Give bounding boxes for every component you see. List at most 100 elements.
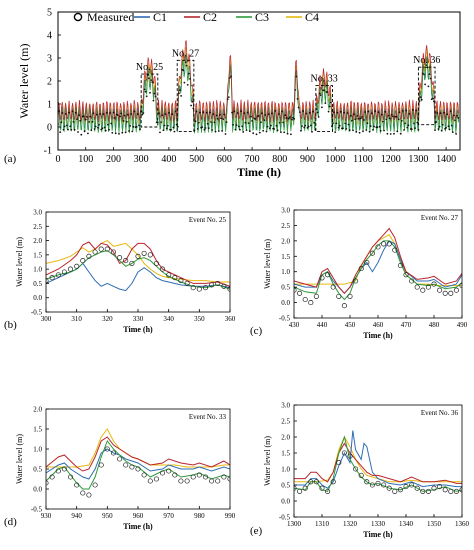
measured-point [312, 110, 314, 113]
legend-label: C1 [153, 10, 167, 24]
measured-point [257, 114, 260, 117]
measured-point [419, 96, 422, 98]
measured-point [122, 120, 125, 122]
measured-point [308, 111, 311, 114]
measured-point [352, 129, 354, 132]
measured-point [373, 125, 375, 128]
measured-point [227, 476, 230, 482]
x-tick-label: 440 [317, 321, 328, 329]
measured-point [146, 74, 149, 76]
measured-point [416, 121, 419, 124]
measured-point [178, 478, 184, 484]
measured-point [342, 127, 344, 130]
measured-point [446, 113, 449, 116]
measured-point [420, 488, 426, 494]
series-line-C3 [58, 53, 459, 134]
panel-e: 1300 1310 1320 1330 1340 1350 1360 -0.5 0.0 0.5 1.… [250, 402, 470, 540]
measured-point [207, 127, 210, 129]
measured-point [270, 124, 272, 127]
measured-point [109, 112, 111, 114]
measured-point [457, 117, 460, 119]
measured-point [124, 131, 127, 134]
measured-point [92, 482, 98, 488]
measured-point [443, 111, 445, 114]
measured-point [359, 117, 362, 120]
measured-point [297, 290, 303, 296]
measured-point [148, 77, 150, 80]
measured-point [61, 466, 67, 472]
measured-point [186, 84, 189, 86]
y-tick-label: 1.0 [281, 466, 290, 474]
measured-point [150, 79, 153, 81]
measured-point [243, 112, 246, 115]
measured-point [307, 125, 310, 128]
measured-point [91, 120, 94, 123]
measured-point [64, 113, 67, 115]
legend-label: C4 [305, 10, 319, 24]
measured-point [171, 113, 174, 116]
measured-point [99, 113, 101, 115]
plot-area [294, 430, 462, 494]
measured-point [98, 246, 104, 252]
measured-point [324, 102, 327, 104]
measured-point [426, 66, 429, 69]
x-tick-label: 1400 [436, 154, 456, 165]
measured-point [448, 128, 451, 131]
measured-point [220, 117, 222, 120]
measured-point [399, 132, 402, 135]
measured-point [447, 125, 450, 128]
measured-point [425, 488, 431, 494]
measured-point [365, 129, 368, 131]
measured-point [118, 133, 120, 135]
measured-point [104, 246, 110, 252]
measured-point [125, 120, 128, 123]
measured-point [127, 113, 129, 116]
x-tick-label: 400 [161, 154, 176, 165]
x-tick-label: 300 [134, 154, 149, 165]
measured-point [162, 129, 165, 132]
y-tick-label: 1.5 [33, 426, 42, 434]
x-tick-label: 700 [245, 154, 260, 165]
x-tick-label: 800 [272, 154, 287, 165]
measured-point [139, 128, 142, 131]
measured-point [123, 258, 129, 264]
measured-point [70, 128, 73, 131]
x-tick-label: 1310 [315, 520, 330, 528]
measured-point [210, 121, 212, 123]
measured-point [453, 114, 455, 117]
measured-point [114, 132, 117, 135]
panel-b: 300 310 320 330 340 350 360 -0.5 0.0 0.5 1.0 1.5 2.0… [4, 209, 236, 335]
measured-point [183, 81, 186, 84]
measured-point [287, 117, 290, 120]
measured-point [456, 115, 459, 117]
x-tick-label: 100 [78, 154, 93, 165]
measured-point [292, 116, 294, 119]
y-tick-label: 0.0 [33, 294, 42, 302]
series-line-C3 [46, 250, 230, 290]
measured-point [271, 112, 273, 115]
measured-point [121, 131, 124, 134]
measured-point [230, 75, 232, 78]
measured-point [202, 285, 209, 291]
measured-point [72, 121, 75, 123]
event-title: Event No. 27 [421, 214, 459, 222]
event-title: Event No. 25 [189, 216, 227, 224]
measured-point [173, 130, 176, 133]
x-tick-label: 900 [300, 154, 315, 165]
y-tick-label: -0.5 [279, 315, 291, 323]
measured-point [317, 116, 320, 118]
measured-point [297, 488, 303, 494]
plot-area [58, 39, 460, 136]
y-tick-label: 1.5 [33, 251, 42, 259]
measured-point [195, 110, 198, 113]
measured-point [165, 127, 168, 130]
measured-point [321, 106, 323, 109]
measured-point [189, 78, 191, 80]
measured-point [78, 114, 80, 117]
measured-point [439, 112, 442, 115]
measured-point [101, 127, 104, 130]
measured-point [235, 124, 238, 126]
measured-point [84, 118, 87, 121]
measured-point [414, 127, 416, 129]
measured-point [369, 250, 375, 256]
